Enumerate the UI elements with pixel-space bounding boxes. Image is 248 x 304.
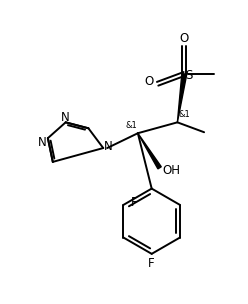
Polygon shape — [138, 133, 161, 169]
Text: &1: &1 — [125, 121, 137, 130]
Text: N: N — [104, 140, 113, 153]
Text: OH: OH — [162, 164, 181, 177]
Text: O: O — [144, 75, 153, 88]
Text: S: S — [186, 69, 193, 82]
Text: F: F — [131, 196, 138, 209]
Text: &1: &1 — [179, 110, 190, 119]
Polygon shape — [177, 74, 187, 122]
Text: N: N — [61, 111, 70, 124]
Text: F: F — [148, 257, 155, 270]
Text: N: N — [37, 136, 46, 149]
Text: O: O — [180, 32, 189, 45]
